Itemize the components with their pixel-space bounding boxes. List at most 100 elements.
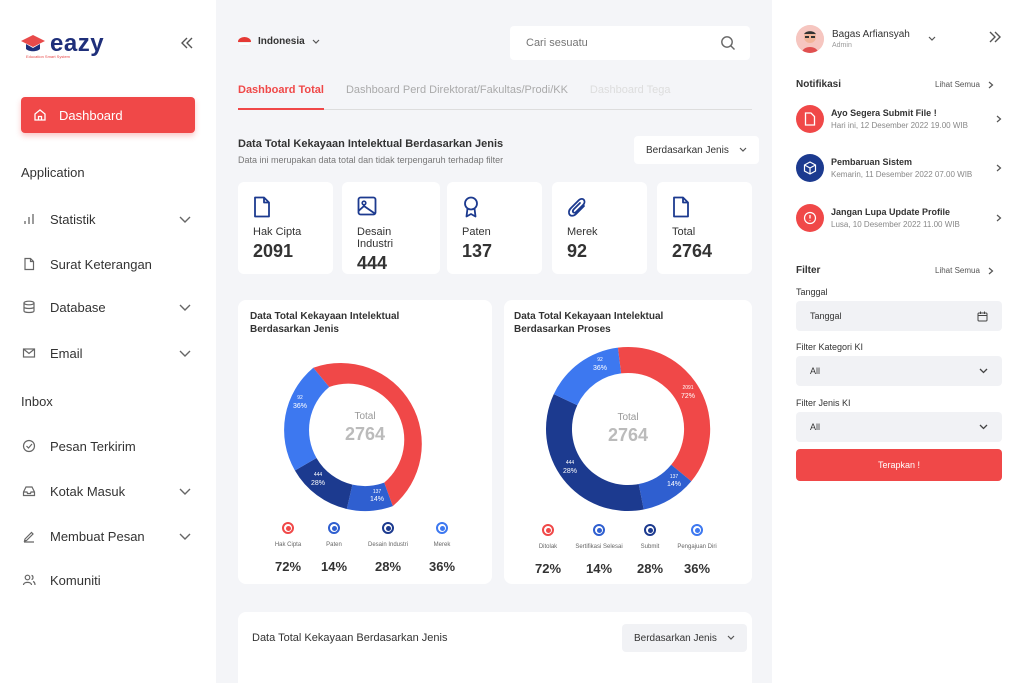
search-input[interactable] <box>526 37 720 49</box>
brand-tagline: Education Smart System <box>26 54 71 59</box>
chevron-down-icon <box>179 484 191 499</box>
nav-email[interactable]: Email <box>21 341 195 365</box>
bottom-filter-dropdown-label: Berdasarkan Jenis <box>634 632 717 644</box>
legend-item-submit[interactable]: Submit 28% <box>620 524 680 576</box>
section-filter-dropdown-label: Berdasarkan Jenis <box>646 144 729 156</box>
tab-dashboard-total[interactable]: Dashboard Total <box>238 84 324 110</box>
stat-card-total[interactable]: Total 2764 <box>657 182 752 274</box>
notification-item[interactable]: Jangan Lupa Update Profile Lusa, 10 Dese… <box>796 200 1002 236</box>
slice-count-label: 137 <box>670 474 679 480</box>
profile-menu[interactable]: Bagas Arfiansyah Admin <box>796 25 936 53</box>
slice-count-label: 92 <box>297 395 303 401</box>
donut-slice-hak-cipta <box>313 362 422 507</box>
nav-dashboard[interactable]: Dashboard <box>21 97 195 133</box>
collapse-panel-icon[interactable] <box>988 30 1002 48</box>
type-filter-value: All <box>810 422 821 432</box>
legend-item-hak-cipta[interactable]: Hak Cipta 72% <box>258 522 318 574</box>
pencil-icon <box>21 528 37 544</box>
slice-count-label: 2091 <box>426 422 437 428</box>
section-title: Data Total Kekayaan Intelektual Berdasar… <box>238 138 504 150</box>
stat-card-paten[interactable]: Paten 137 <box>447 182 542 274</box>
nav-pesan-terkirim[interactable]: Pesan Terkirim <box>21 434 195 458</box>
notification-item[interactable]: Pembaruan Sistem Kemarin, 11 Desember 20… <box>796 150 1002 186</box>
search-icon[interactable] <box>720 35 736 51</box>
type-filter-select[interactable]: All <box>796 412 1002 442</box>
dashboard-tabs: Dashboard Total Dashboard Perd Direktora… <box>238 84 752 110</box>
stat-card-hak-cipta[interactable]: Hak Cipta 2091 <box>238 182 333 274</box>
apply-filter-button[interactable]: Terapkan ! <box>796 449 1002 481</box>
legend-label: Paten <box>326 542 342 548</box>
nav-pesan-terkirim-label: Pesan Terkirim <box>50 438 136 454</box>
donut-slice-ditolak <box>617 346 711 482</box>
legend-pct: 14% <box>320 559 348 574</box>
country-label: Indonesia <box>258 36 305 47</box>
category-filter-select[interactable]: All <box>796 356 1002 386</box>
nav-statistik[interactable]: Statistik <box>21 207 195 231</box>
chevron-down-icon <box>179 529 191 544</box>
legend-item-ditolak[interactable]: Ditolak 72% <box>518 524 578 576</box>
legend-label: Ditolak <box>538 544 558 550</box>
box-icon <box>796 154 824 182</box>
users-icon <box>21 572 37 588</box>
nav-surat-keterangan[interactable]: Surat Keterangan <box>21 252 195 276</box>
stat-card-merek[interactable]: Merek 92 <box>552 182 647 274</box>
legend-item-paten[interactable]: Paten 14% <box>304 522 364 574</box>
nav-surat-keterangan-label: Surat Keterangan <box>50 256 152 272</box>
nav-dashboard-label: Dashboard <box>59 107 123 123</box>
nav-komuniti[interactable]: Komuniti <box>21 568 195 592</box>
tab-dashboard-tega[interactable]: Dashboard Tega <box>589 84 671 96</box>
legend-item-pengajuan-diri[interactable]: Pengajuan Diri 36% <box>667 524 727 576</box>
donut-slice-paten <box>346 482 393 512</box>
collapse-sidebar-icon[interactable] <box>180 36 194 54</box>
legend-item-desain-industri[interactable]: Desain Industri 28% <box>358 522 418 574</box>
chevron-down-icon <box>979 424 988 430</box>
chevron-down-icon <box>179 300 191 315</box>
main-content: Indonesia Dashboard Total Dashboard Perd… <box>216 0 772 683</box>
notifications-heading: Notifikasi <box>796 79 842 90</box>
stat-card-desain-industri[interactable]: Desain Industri 444 <box>342 182 440 274</box>
legend-pct: 72% <box>274 559 302 574</box>
slice-pct-label: 28% <box>311 480 325 487</box>
nav-komuniti-label: Komuniti <box>50 572 101 588</box>
file-icon <box>253 196 318 218</box>
section-filter-dropdown[interactable]: Berdasarkan Jenis <box>634 136 759 164</box>
legend-item-sertifikasi-selesai[interactable]: Sertifikasi Selesai 14% <box>569 524 629 576</box>
chevron-down-icon <box>179 212 191 227</box>
file-icon <box>672 196 737 218</box>
filter-see-all[interactable]: Lihat Semua <box>935 266 994 275</box>
notification-title: Ayo Segera Submit File ! <box>831 108 937 118</box>
image-icon <box>357 196 425 218</box>
donut-slice-submit <box>545 394 644 512</box>
nav-database[interactable]: Database <box>21 295 195 319</box>
brand-logo[interactable]: eazy <box>20 30 104 58</box>
inbox-heading: Inbox <box>21 394 53 409</box>
donut-center-label: Total <box>617 412 638 423</box>
chevron-right-icon <box>996 164 1002 172</box>
stat-value: 444 <box>357 253 388 273</box>
nav-kotak-masuk[interactable]: Kotak Masuk <box>21 479 195 503</box>
legend-label: Sertifikasi Selesai <box>575 544 623 550</box>
legend-pct: 28% <box>636 561 664 576</box>
stat-value: 137 <box>462 241 493 261</box>
notifications-see-all[interactable]: Lihat Semua <box>935 80 994 89</box>
date-filter-label: Tanggal <box>796 287 828 297</box>
legend-item-merek[interactable]: Merek 36% <box>412 522 472 574</box>
legend-dot <box>542 524 554 536</box>
donut-card-jenis: Data Total Kekayaan Intelektual Berdasar… <box>238 300 492 584</box>
file-icon <box>796 105 824 133</box>
alert-circle-icon <box>796 204 824 232</box>
stat-label: Paten <box>462 226 491 238</box>
bottom-card: Data Total Kekayaan Berdasarkan Jenis Be… <box>238 612 752 683</box>
date-filter-field[interactable]: Tanggal <box>796 301 1002 331</box>
bottom-filter-dropdown[interactable]: Berdasarkan Jenis <box>622 624 747 652</box>
country-selector[interactable]: Indonesia <box>238 36 320 47</box>
type-filter-label: Filter Jenis KI <box>796 398 851 408</box>
donut-card-title: Data Total Kekayaan Intelektual Berdasar… <box>250 311 400 335</box>
tab-dashboard-perd[interactable]: Dashboard Perd Direktorat/Fakultas/Prodi… <box>345 84 568 96</box>
nav-membuat-pesan[interactable]: Membuat Pesan <box>21 524 195 548</box>
mail-icon <box>21 345 37 361</box>
legend-label: Pengajuan Diri <box>677 544 717 550</box>
profile-name: Bagas Arfiansyah <box>832 29 910 40</box>
donut-slice-merek <box>284 367 330 471</box>
notification-item[interactable]: Ayo Segera Submit File ! Hari ini, 12 De… <box>796 101 1002 137</box>
